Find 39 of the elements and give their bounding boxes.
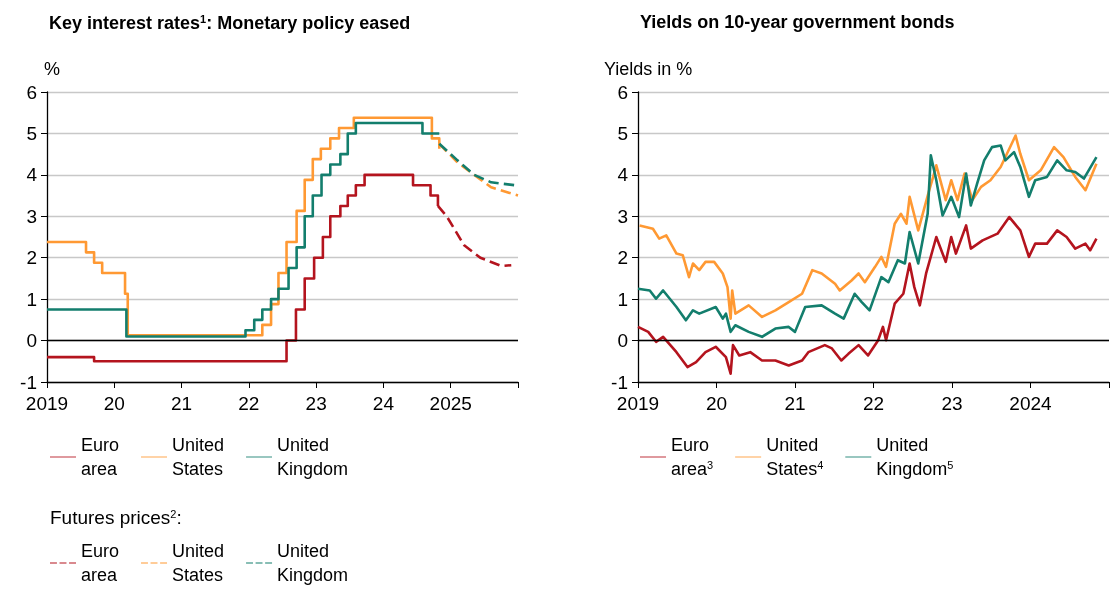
legend-label: United Kingdom	[277, 541, 349, 585]
y-tick-label: 6	[26, 81, 37, 103]
legend-label: United States	[172, 541, 225, 585]
y-tick-label: 4	[26, 164, 38, 186]
y-tick-label: 3	[26, 205, 37, 227]
y-tick-label: 5	[617, 122, 628, 144]
y-tick-label: 5	[26, 122, 37, 144]
y-tick-label: 4	[617, 164, 629, 186]
x-tick-label: 23	[941, 393, 963, 414]
x-tick-label: 2025	[429, 393, 472, 414]
legend-label: United States	[172, 435, 225, 479]
chart-title: Yields on 10-year government bonds	[640, 12, 955, 32]
y-tick-label: 0	[617, 330, 628, 352]
x-tick-label: 2019	[616, 393, 660, 414]
y-tick-label: 1	[617, 288, 628, 310]
x-tick-label: 23	[305, 393, 327, 414]
x-tick-label: 21	[784, 393, 806, 414]
legend-label: Euro area	[81, 541, 120, 585]
x-tick-label: 22	[238, 393, 260, 414]
y-tick-label: 1	[26, 288, 37, 310]
y-tick-label: 0	[26, 330, 37, 352]
x-tick-label: 22	[862, 393, 885, 414]
y-tick-label: 3	[617, 205, 628, 227]
x-tick-label: 2024	[1009, 393, 1053, 414]
y-tick-label: 2	[26, 247, 37, 269]
x-tick-label: 21	[171, 393, 193, 414]
line-series	[636, 215, 1098, 376]
y-axis-title: Yields in %	[604, 59, 693, 79]
x-tick-label: 20	[103, 393, 125, 414]
y-tick-label: -1	[611, 371, 628, 393]
x-tick-label: 20	[705, 393, 728, 414]
y-tick-label: -1	[20, 371, 37, 393]
x-tick-label: 24	[372, 393, 395, 414]
legend-label: United Kingdom	[277, 435, 349, 479]
y-tick-label: 6	[617, 81, 628, 103]
legend-label: Euro area	[81, 435, 120, 479]
x-tick-label: 2019	[25, 393, 69, 414]
y-tick-label: 2	[617, 247, 628, 269]
y-axis-title: %	[44, 59, 61, 79]
